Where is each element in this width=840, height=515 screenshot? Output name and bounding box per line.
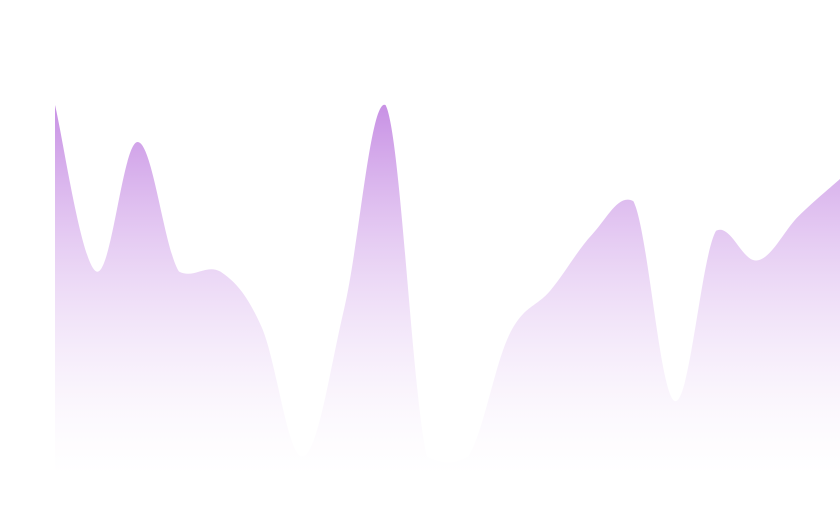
area-series-1: [55, 104, 840, 475]
plot-area: [55, 104, 840, 475]
